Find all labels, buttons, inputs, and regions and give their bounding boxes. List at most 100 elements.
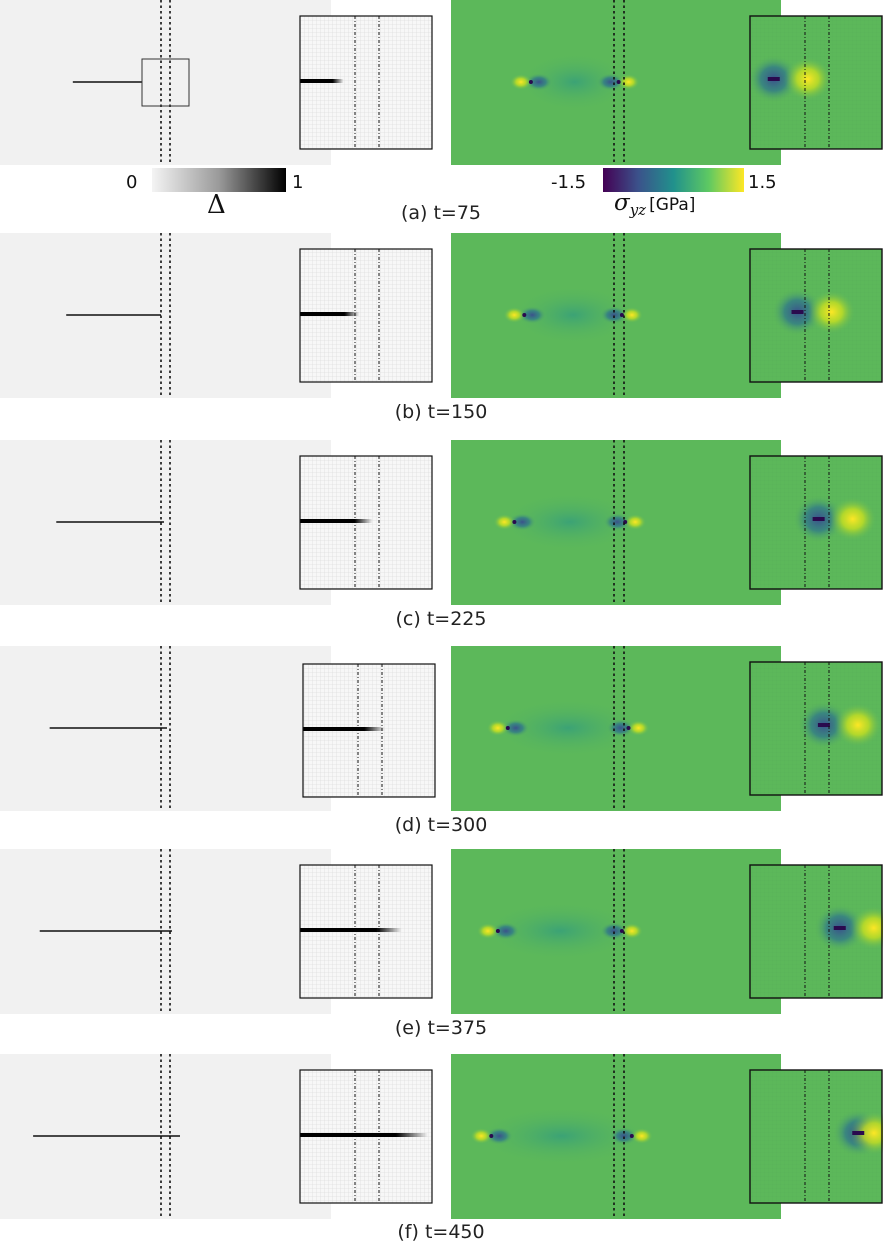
stress-unit: [GPa]	[649, 195, 695, 215]
low-stress-band	[480, 901, 640, 961]
stress-inset-frame	[749, 864, 883, 999]
stress-inset-frame	[749, 661, 883, 796]
inset-positive-lobe	[783, 57, 832, 101]
zoom-box	[141, 58, 190, 107]
stress-inset	[749, 864, 883, 999]
low-stress-band	[490, 698, 646, 758]
stress-field	[451, 0, 781, 165]
stress-concentration-positive	[620, 307, 643, 323]
inset-positive-lobe	[807, 290, 856, 334]
crack-tip	[528, 80, 533, 84]
stress-colorbar: -1.5 1.5 σyz [GPa]	[551, 168, 777, 219]
stress-inset-frame	[749, 248, 883, 383]
inset-frame	[299, 864, 433, 999]
stress-concentration-negative	[501, 719, 530, 737]
damage-inset	[299, 455, 433, 590]
damage-field-background	[0, 440, 331, 605]
damage-inset	[299, 15, 433, 150]
stress-colorbar-min-label: -1.5	[551, 172, 586, 193]
stress-concentration-positive	[476, 923, 499, 939]
damage-colorbar-gradient	[152, 168, 286, 192]
crack-tip	[619, 313, 624, 317]
crack-tip	[619, 929, 624, 933]
crack-tip	[629, 1134, 634, 1138]
damage-colorbar: 0 1 Δ	[126, 168, 303, 220]
inset-positive-lobe	[850, 1111, 883, 1155]
inset-positive-lobe	[828, 497, 877, 541]
stress-concentration-negative	[485, 1127, 514, 1145]
stress-concentration-positive	[493, 514, 516, 530]
panel-row: (d) t=300	[0, 646, 883, 836]
inset-crack-tip	[852, 1131, 865, 1135]
stress-inset-frame	[749, 455, 883, 590]
stress-inset	[749, 661, 883, 796]
panel-caption: (d) t=300	[395, 814, 488, 836]
crack-tip	[489, 1134, 494, 1138]
inset-frame	[299, 455, 433, 590]
crack-tip	[512, 520, 517, 524]
inset-crack-tip	[833, 926, 846, 930]
panel-caption: (f) t=450	[397, 1221, 484, 1243]
inset-frame	[302, 663, 436, 798]
damage-field	[0, 233, 331, 398]
inset-crack	[300, 928, 402, 932]
inset-crack-tip	[791, 310, 804, 314]
stress-concentration-negative	[508, 513, 537, 531]
inset-frame	[299, 1069, 433, 1204]
inset-crack	[300, 79, 344, 83]
crack-tip	[522, 313, 527, 317]
stress-concentration-positive	[627, 720, 650, 736]
low-stress-band	[498, 492, 642, 552]
stress-inset	[749, 1069, 883, 1204]
damage-field	[0, 849, 331, 1014]
panel-row: (e) t=375	[0, 849, 883, 1039]
stress-concentration-positive	[617, 74, 640, 90]
low-stress-band	[509, 285, 637, 345]
panel-caption: (b) t=150	[395, 401, 488, 423]
inset-crack	[300, 1133, 429, 1137]
stress-concentration-positive	[486, 720, 509, 736]
stress-colorbar-gradient	[603, 168, 744, 192]
crack-tip	[505, 726, 510, 730]
panel-row: (c) t=225	[0, 440, 883, 630]
stress-concentration-negative	[518, 306, 547, 324]
damage-colorbar-max-label: 1	[292, 172, 303, 193]
inset-crack	[300, 519, 373, 523]
inset-crack	[300, 312, 360, 316]
inset-crack	[303, 727, 385, 731]
stress-field	[451, 849, 781, 1014]
stress-concentration-positive	[624, 514, 647, 530]
inset-crack-tip	[767, 77, 780, 81]
damage-field	[0, 646, 331, 811]
stress-concentration-negative	[599, 922, 628, 940]
stress-symbol: σ	[614, 190, 631, 216]
crack-tip	[616, 80, 621, 84]
stress-concentration-positive	[620, 923, 643, 939]
stress-concentration-positive	[509, 74, 532, 90]
damage-inset	[299, 864, 433, 999]
stress-concentration-positive	[503, 307, 526, 323]
damage-field-background	[0, 0, 331, 165]
stress-inset	[749, 455, 883, 590]
panel-row: (a) t=75	[0, 0, 883, 224]
panel-caption: (a) t=75	[401, 202, 481, 224]
stress-inset	[747, 15, 883, 150]
stress-concentration-negative	[491, 922, 520, 940]
panel-caption: (e) t=375	[395, 1017, 487, 1039]
low-stress-band	[517, 52, 633, 112]
crack-tip	[626, 726, 631, 730]
stress-subscript: yz	[629, 201, 646, 219]
low-stress-band	[472, 1106, 651, 1166]
panel-caption: (c) t=225	[396, 608, 487, 630]
damage-inset	[302, 663, 436, 798]
stress-concentration-negative	[609, 1127, 638, 1145]
panel-row: (f) t=450	[0, 1054, 883, 1243]
stress-concentration-negative	[599, 306, 628, 324]
stress-field	[451, 233, 781, 398]
damage-field	[0, 440, 331, 605]
inset-positive-lobe	[833, 703, 882, 747]
stress-colorbar-max-label: 1.5	[748, 172, 777, 193]
stress-inset	[749, 248, 883, 383]
inset-crack-tip	[817, 723, 830, 727]
